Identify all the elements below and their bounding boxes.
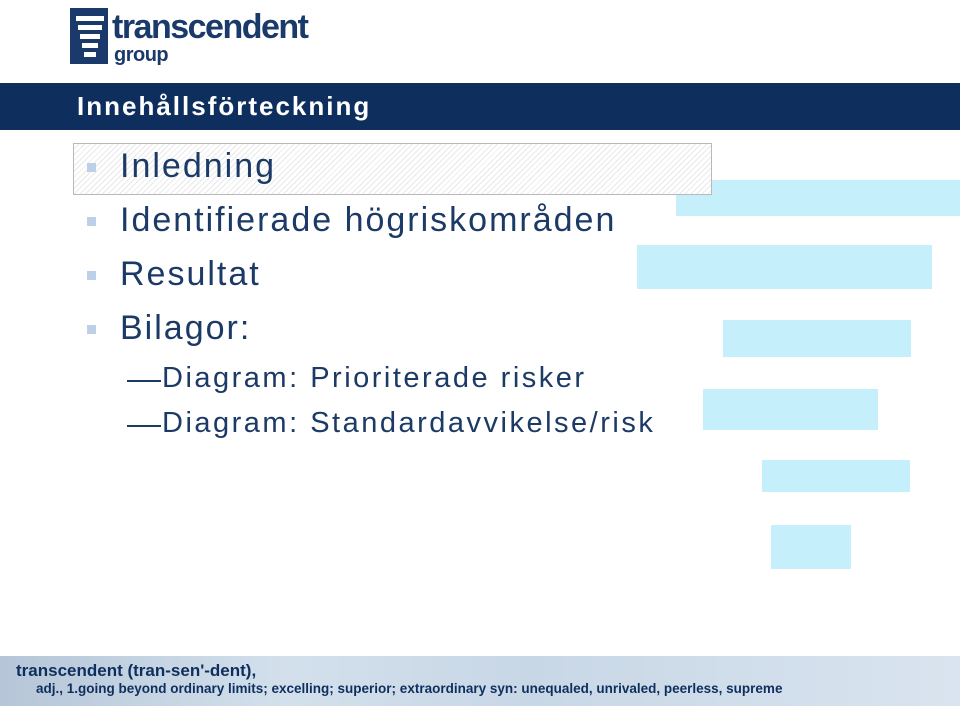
bullet-icon (87, 271, 96, 280)
footer-banner (0, 656, 960, 706)
list-item: Identifierade högriskområden (120, 201, 617, 239)
list-item: Resultat (120, 255, 261, 293)
list-item: Bilagor: (120, 309, 252, 347)
footer-definition-title: transcendent (tran-sen'-dent), (16, 661, 257, 680)
logo-subword: group (114, 44, 169, 66)
decor-block (676, 180, 960, 216)
title-bar (0, 83, 960, 130)
dash-icon (127, 425, 161, 427)
decor-block (703, 389, 878, 430)
bullet-icon (87, 325, 96, 334)
footer-definition-text: adj., 1.going beyond ordinary limits; ex… (36, 681, 783, 696)
sub-list-item: Diagram: Prioriterade risker (162, 362, 587, 394)
slide-title: Innehållsförteckning (77, 91, 372, 121)
logo-wordmark: transcendent (112, 8, 309, 46)
sub-list-item: Diagram: Standardavvikelse/risk (162, 407, 656, 439)
decor-block (771, 525, 851, 569)
company-logo: transcendent group (70, 8, 360, 70)
list-item: Inledning (120, 147, 277, 185)
decor-block (762, 460, 910, 492)
bullet-icon (87, 217, 96, 226)
logo-mark-icon (70, 8, 108, 64)
highlight-box (73, 143, 712, 195)
decor-block (723, 320, 911, 357)
decor-block (637, 245, 932, 289)
bullet-icon (87, 163, 96, 172)
dash-icon (127, 380, 161, 382)
